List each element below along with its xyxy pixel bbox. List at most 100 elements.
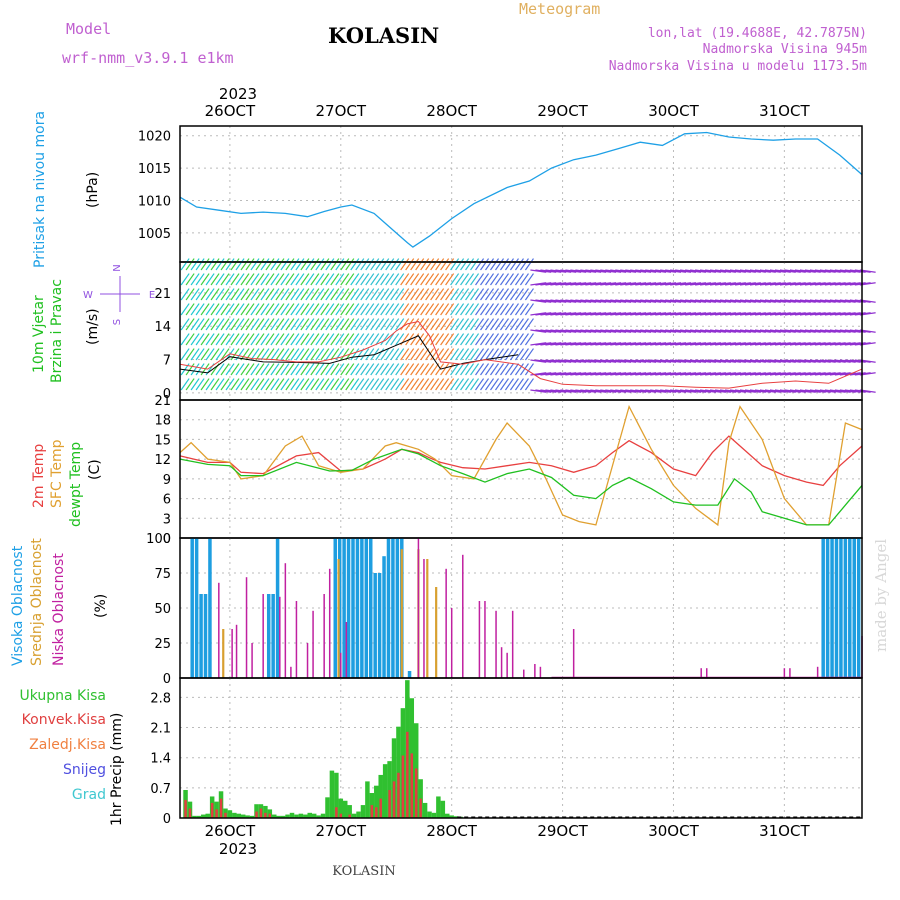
wind-barb [819, 329, 836, 333]
wind-barb [295, 318, 305, 331]
wind-barb [580, 359, 597, 363]
wind-barb [675, 329, 692, 333]
cloud-bar [323, 594, 325, 678]
wind-barb [829, 342, 846, 346]
wind-barb [680, 312, 697, 316]
y-tick-label: 0 [163, 672, 171, 687]
wind-barb [445, 333, 455, 346]
precip-bar [320, 813, 326, 818]
wind-barb [490, 378, 500, 391]
wind-barb [734, 282, 751, 286]
wind-barb [220, 378, 230, 391]
wind-barb [285, 288, 295, 301]
wind-barb [620, 299, 637, 303]
wind-barb [395, 288, 405, 301]
wind-barb [295, 273, 305, 286]
wind-barb [759, 329, 776, 333]
wind-barb [240, 273, 250, 286]
cloud-bar [395, 538, 400, 678]
wind-barb [819, 342, 836, 346]
wind-barb [360, 288, 370, 301]
wind-barb [545, 342, 562, 346]
wind-barb [320, 273, 330, 286]
wind-barb [270, 363, 280, 376]
wind-barb [440, 273, 450, 286]
wind-barb [340, 288, 350, 301]
wind-barb [700, 299, 717, 303]
wind-barb [709, 329, 727, 333]
wind-barb [705, 342, 722, 346]
wind-barb [375, 288, 385, 301]
wind-barb [190, 258, 200, 271]
wind-barb [595, 359, 612, 363]
station-altitude: Nadmorska Visina 945m [703, 42, 868, 57]
wind-barb [739, 389, 756, 393]
wind-barb [350, 318, 360, 331]
wind-barb [220, 303, 230, 316]
wind-barb [195, 378, 205, 391]
wind-barb [280, 273, 290, 286]
wind-barb [700, 329, 717, 333]
wind-barb [675, 299, 692, 303]
wind-barb [485, 348, 495, 361]
wind-barb [375, 348, 385, 361]
wind-barb [575, 359, 592, 363]
wind-barb [235, 258, 245, 271]
wind-barb [844, 312, 861, 316]
wind-barb [789, 372, 806, 376]
wind-barb [580, 299, 597, 303]
wind-barb [560, 329, 577, 333]
cloud-bar [852, 538, 856, 678]
wind-barb [300, 273, 310, 286]
wind-barb [509, 273, 519, 286]
wind-barb [260, 333, 270, 346]
wind-barb [690, 389, 707, 393]
wind-barb [580, 389, 597, 393]
wind-barb [245, 333, 255, 346]
wind-barb [220, 273, 230, 286]
wind-barb [305, 363, 315, 376]
wind-barb [245, 288, 255, 301]
cloud-bar [271, 594, 275, 678]
wind-barb [280, 363, 290, 376]
wind-barb [535, 282, 552, 286]
wind-barb [345, 258, 355, 271]
wind-barb [814, 299, 831, 303]
wind-barb [330, 288, 340, 301]
wind-barb [235, 318, 245, 331]
cloud-bar [572, 629, 575, 678]
y-tick-label: 75 [154, 567, 171, 582]
wind-barb [759, 269, 776, 273]
wind-barb [280, 333, 290, 346]
wind-barb [514, 348, 524, 361]
precip-bar [311, 813, 317, 818]
wind-barb [420, 303, 430, 316]
wind-barb [610, 269, 627, 273]
wind-barb [509, 303, 519, 316]
wind-barb [545, 299, 562, 303]
wind-compass: N W E S [83, 264, 155, 325]
wind-barb [714, 269, 731, 273]
wind-barb [315, 333, 325, 346]
wind-barb [240, 258, 250, 271]
cloud-bar [218, 582, 220, 678]
wind-barb [824, 389, 841, 393]
wind-barb [370, 273, 380, 286]
wind-barb [575, 389, 592, 393]
y-tick-label: 12 [154, 453, 171, 468]
wind-barb [380, 348, 390, 361]
bottom-year-label: 2023 [219, 840, 257, 858]
wind-barb [660, 312, 677, 316]
precip-bar [406, 731, 409, 818]
wind-barb [210, 288, 220, 301]
cloud-bar [789, 668, 791, 678]
wind-barb [465, 273, 475, 286]
wind-barb [560, 299, 577, 303]
wind-barb [824, 282, 841, 286]
wind-barb [729, 269, 746, 273]
wind-barb [774, 372, 791, 376]
wind-barb [524, 288, 534, 301]
wind-barb [350, 378, 360, 391]
wind-barb [834, 312, 851, 316]
wind-barb [849, 312, 866, 316]
